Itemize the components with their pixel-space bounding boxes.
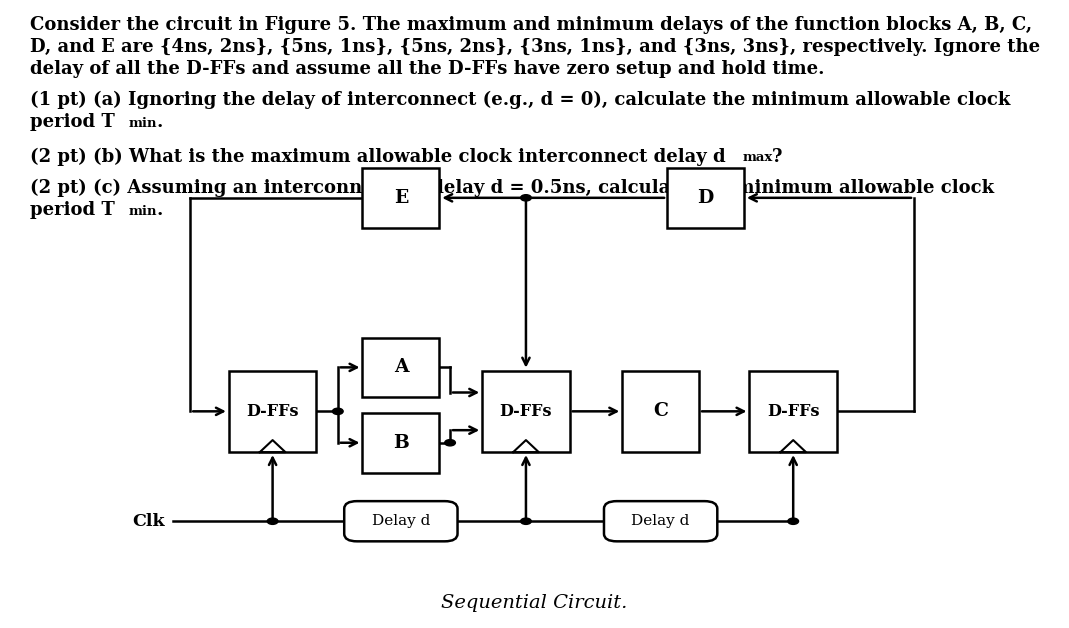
Circle shape [445,440,455,446]
Text: (1 pt) (a) Ignoring the delay of interconnect (e.g., d = 0), calculate the minim: (1 pt) (a) Ignoring the delay of interco… [30,91,1010,109]
Text: period T: period T [30,113,114,131]
Text: B: B [393,434,408,452]
Text: C: C [653,403,668,420]
FancyBboxPatch shape [604,501,717,541]
Text: Delay d: Delay d [632,514,690,528]
Bar [362,168,439,227]
Bar [229,371,316,452]
FancyBboxPatch shape [344,501,458,541]
Bar [362,338,439,398]
Text: delay of all the D-FFs and assume all the D-FFs have zero setup and hold time.: delay of all the D-FFs and assume all th… [30,60,824,78]
Text: Consider the circuit in Figure 5. The maximum and minimum delays of the function: Consider the circuit in Figure 5. The ma… [30,16,1032,34]
Circle shape [267,518,278,524]
Text: D-FFs: D-FFs [766,403,820,420]
Text: D: D [697,189,714,207]
Text: max: max [743,151,773,165]
Text: (2 pt) (b) What is the maximum allowable clock interconnect delay d: (2 pt) (b) What is the maximum allowable… [30,148,726,166]
Text: E: E [393,189,408,207]
Text: (2 pt) (c) Assuming an interconnection delay d = 0.5ns, calculate the minimum al: (2 pt) (c) Assuming an interconnection d… [30,179,994,197]
Circle shape [521,195,531,201]
Text: D, and E are {4ns, 2ns}, {5ns, 1ns}, {5ns, 2ns}, {3ns, 1ns}, and {3ns, 3ns}, res: D, and E are {4ns, 2ns}, {5ns, 1ns}, {5n… [30,38,1040,56]
Text: D-FFs: D-FFs [499,403,553,420]
Text: A: A [393,359,408,376]
Text: .: . [156,113,162,131]
Bar [749,371,837,452]
Text: Clk: Clk [131,512,165,530]
Text: min: min [128,117,157,130]
Text: period T: period T [30,201,114,219]
Bar [362,413,439,472]
Text: Delay d: Delay d [372,514,430,528]
Bar [667,168,744,227]
Text: D-FFs: D-FFs [246,403,299,420]
Text: ?: ? [772,148,783,166]
Circle shape [788,518,799,524]
Text: min: min [128,205,157,218]
Text: .: . [156,201,162,219]
Circle shape [521,518,531,524]
Text: Sequential Circuit.: Sequential Circuit. [441,594,628,612]
Bar [482,371,570,452]
Bar [622,371,699,452]
Circle shape [332,408,343,414]
